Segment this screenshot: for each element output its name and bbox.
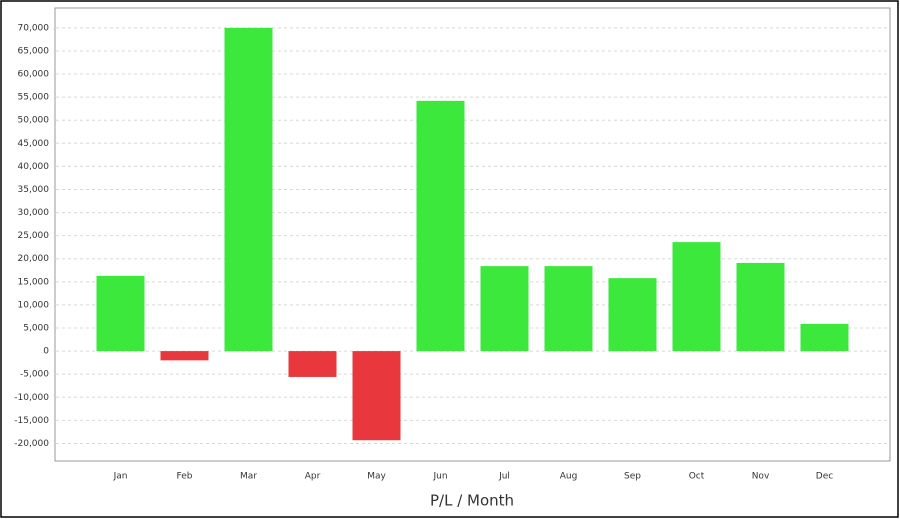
bar [160,351,209,361]
x-tick-label: May [367,472,386,482]
bar [736,262,785,352]
bar [672,242,721,352]
bar [800,323,849,352]
y-tick-label: 45,000 [18,139,50,149]
bar [608,278,657,352]
x-tick-label: Jan [113,472,128,482]
x-tick-label: Aug [560,472,578,482]
x-tick-label: Dec [816,472,833,482]
bar [288,351,337,377]
y-tick-label: 65,000 [18,46,50,56]
x-tick-label: Feb [177,472,193,482]
x-axis-label: P/L / Month [430,492,514,510]
bar [544,266,593,352]
y-tick-label: 55,000 [18,93,50,103]
x-tick-label: Sep [624,472,641,482]
y-tick-label: -5,000 [20,370,49,380]
x-tick-label: Mar [240,472,257,482]
y-tick-label: 35,000 [18,185,50,195]
y-tick-label: -20,000 [14,439,49,449]
x-tick-label: Jun [432,472,447,482]
plot-area [54,7,891,462]
y-tick-label: 40,000 [18,162,50,172]
y-tick-label: 5,000 [23,324,49,334]
y-tick-label: 10,000 [18,300,50,310]
y-tick-label: 0 [43,347,49,357]
y-tick-label: 30,000 [18,208,50,218]
x-tick-label: Oct [689,472,705,482]
y-tick-label: 15,000 [18,277,50,287]
bar [352,351,401,441]
bar [96,275,145,352]
x-tick-label: Nov [752,472,770,482]
y-tick-label: 50,000 [18,116,50,126]
y-tick-label: 70,000 [18,23,50,33]
y-tick-label: 25,000 [18,231,50,241]
x-tick-label: Jul [498,472,510,482]
y-tick-label: 20,000 [18,254,50,264]
bar [416,100,465,352]
x-tick-label: Apr [305,472,321,482]
y-tick-label: -10,000 [14,393,49,403]
y-tick-label: -15,000 [14,416,49,426]
bar [480,266,529,352]
bar [224,27,273,352]
y-tick-label: 60,000 [18,70,50,80]
